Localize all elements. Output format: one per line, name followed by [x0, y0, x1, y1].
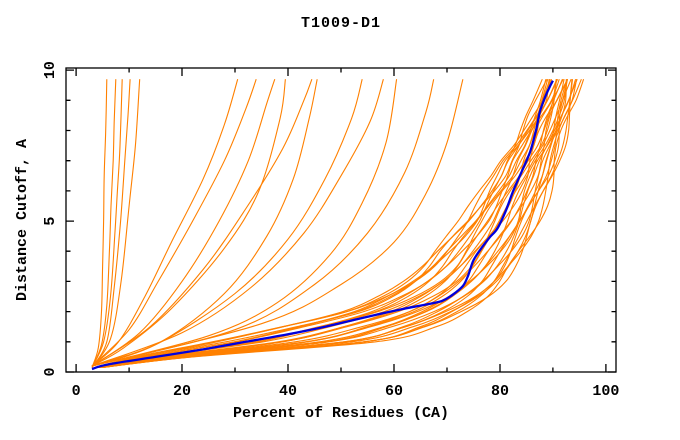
- x-tick-label: 60: [385, 383, 403, 400]
- tick-labels-layer: 0 20 40 60 80 100 0 5 10: [42, 61, 619, 400]
- model-curve: [100, 79, 577, 369]
- model-curve: [97, 78, 559, 369]
- axes-layer: [65, 67, 617, 373]
- model-curve: [91, 79, 286, 367]
- y-axis-label: Distance Cutoff, A: [14, 139, 31, 301]
- model-curve: [91, 79, 276, 367]
- model-curve: [91, 79, 117, 368]
- model-curve: [91, 79, 108, 368]
- y-tick-label: 10: [42, 61, 59, 79]
- model-curve: [94, 79, 551, 369]
- model-curve: [102, 79, 574, 369]
- model-curve: [98, 79, 558, 369]
- y-tick-label: 5: [42, 217, 59, 226]
- model-curve: [91, 79, 363, 367]
- model-curve: [98, 78, 568, 369]
- model-curve: [91, 79, 131, 368]
- model-curve: [101, 78, 578, 369]
- model-curve: [91, 79, 384, 367]
- model-curve: [96, 78, 558, 369]
- x-tick-label: 80: [491, 383, 509, 400]
- x-tick-label: 40: [279, 383, 297, 400]
- highlighted-model-curve: [91, 80, 554, 371]
- x-axis-label: Percent of Residues (CA): [233, 405, 449, 422]
- model-curve: [102, 78, 582, 369]
- model-curve: [91, 79, 464, 367]
- model-curve: [91, 79, 141, 368]
- x-tick-label: 0: [72, 383, 81, 400]
- model-curve: [102, 79, 585, 369]
- model-curve: [96, 79, 560, 369]
- model-curve: [91, 79, 257, 367]
- axis-ticks: [66, 68, 616, 373]
- model-curve: [91, 79, 318, 367]
- model-curve: [99, 79, 568, 369]
- model-curve: [91, 79, 398, 367]
- model-curve: [91, 78, 313, 367]
- model-curve: [97, 79, 553, 369]
- x-tick-label: 20: [173, 383, 191, 400]
- y-tick-label: 0: [42, 367, 59, 376]
- model-curve: [95, 78, 548, 369]
- model-curve: [95, 79, 551, 369]
- x-tick-label: 100: [592, 383, 619, 400]
- model-curve: [91, 79, 123, 368]
- plot-title: T1009-D1: [301, 15, 381, 32]
- model-curve: [99, 78, 569, 369]
- plot-frame: [65, 67, 617, 373]
- model-curves-layer: [91, 78, 585, 371]
